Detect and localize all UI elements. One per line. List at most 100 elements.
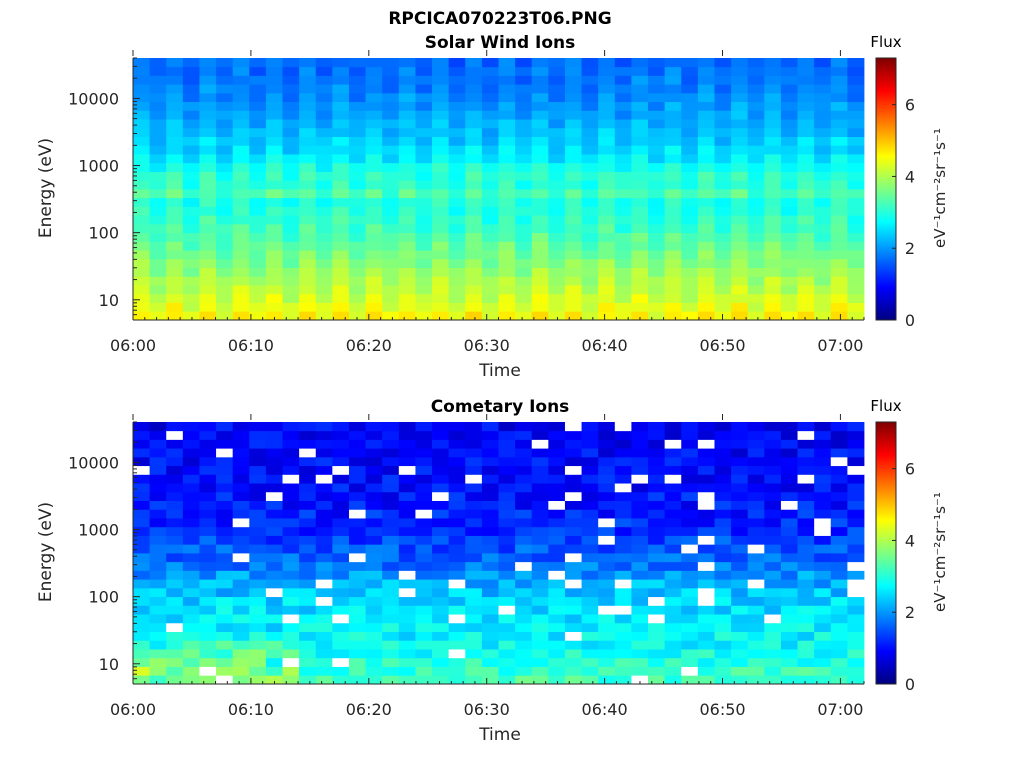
heatmap-cell [415,293,433,303]
heatmap-cell [448,58,466,68]
heatmap-cell [847,84,865,94]
heatmap-cell [415,579,433,589]
heatmap-cell [182,302,200,312]
heatmap-cell [731,302,749,312]
heatmap-cell [232,448,250,458]
heatmap-cell [548,570,566,580]
heatmap-cell [747,75,765,85]
x-tick-label: 06:10 [228,336,274,355]
heatmap-cell [681,293,699,303]
heatmap-cell [382,657,400,667]
heatmap-cell [814,544,832,554]
heatmap-cell [731,631,749,641]
heatmap-cell [780,197,798,207]
heatmap-cell [830,500,848,510]
heatmap-cell [631,162,649,172]
heatmap-cell [133,293,151,303]
heatmap-cell [731,596,749,606]
heatmap-cell [415,465,433,475]
heatmap-cell [531,84,549,94]
heatmap-cell [531,587,549,598]
heatmap-cell [481,92,499,103]
heatmap-cell [348,675,366,685]
heatmap-cell [747,311,765,321]
colorbar-tick-label: 0 [905,675,915,694]
heatmap-cell [531,491,549,501]
heatmap-cell [332,215,350,225]
heatmap-cell [648,302,666,312]
heatmap-cell [182,58,200,68]
heatmap-cell [614,189,632,199]
heatmap-cell [697,675,715,685]
heatmap-cell [581,145,599,155]
heatmap-cell [731,162,749,172]
heatmap-cell [315,154,333,164]
heatmap-cell [265,518,283,528]
heatmap-cell [481,293,499,303]
heatmap-cell [498,66,516,76]
heatmap-cell [814,258,832,268]
heatmap-cell [631,258,649,268]
heatmap-cell [780,631,798,641]
heatmap-cell [581,58,599,68]
heatmap-cell [764,518,782,528]
heatmap-cell [382,101,400,111]
heatmap-cell [648,518,666,528]
heatmap-cell [498,518,516,528]
heatmap-cell [731,570,749,580]
heatmap-cell [780,587,798,598]
heatmap-cell [498,136,516,146]
heatmap-cell [598,544,616,554]
heatmap-cell [348,596,366,606]
heatmap-cell [415,302,433,312]
heatmap-cell [465,526,483,536]
heatmap-cell [631,136,649,146]
heatmap-cell [282,544,300,554]
heatmap-cell [648,614,666,624]
heatmap-cell [249,509,267,519]
heatmap-cell [747,101,765,111]
heatmap-cell [498,500,516,510]
heatmap-cell [631,596,649,606]
heatmap-cell [216,302,234,312]
heatmap-cell [697,553,715,563]
heatmap-cell [747,605,765,615]
heatmap-cell [249,58,267,68]
heatmap-cell [398,206,416,216]
heatmap-cell [365,535,383,545]
heatmap-cell [764,587,782,598]
heatmap-cell [681,241,699,251]
heatmap-cell [564,119,582,129]
heatmap-cell [249,518,267,528]
heatmap-cell [365,293,383,303]
heatmap-cell [780,119,798,129]
heatmap-cell [199,448,217,458]
heatmap-cell [232,101,250,111]
heatmap-cell [149,215,167,225]
heatmap-cell [531,101,549,111]
heatmap-cell [581,448,599,458]
heatmap-cell [648,491,666,501]
heatmap-cell [382,422,400,432]
heatmap-cell [581,171,599,181]
heatmap-cell [348,579,366,589]
heatmap-cell [232,640,250,650]
heatmap-cell [614,180,632,190]
heatmap-cell [249,448,267,458]
heatmap-cell [814,535,832,545]
heatmap-cell [382,285,400,295]
heatmap-cell [265,526,283,536]
heatmap-cell [548,206,566,216]
heatmap-cell [448,232,466,242]
heatmap-cell [714,58,732,68]
heatmap-cell [581,439,599,449]
heatmap-cell [648,84,666,94]
heatmap-cell [365,241,383,251]
heatmap-cell [664,535,682,545]
heatmap-cell [415,640,433,650]
heatmap-cell [664,311,682,321]
heatmap-cell [830,75,848,85]
heatmap-cell [548,491,566,501]
heatmap-cell [332,285,350,295]
heatmap-cell [764,596,782,606]
